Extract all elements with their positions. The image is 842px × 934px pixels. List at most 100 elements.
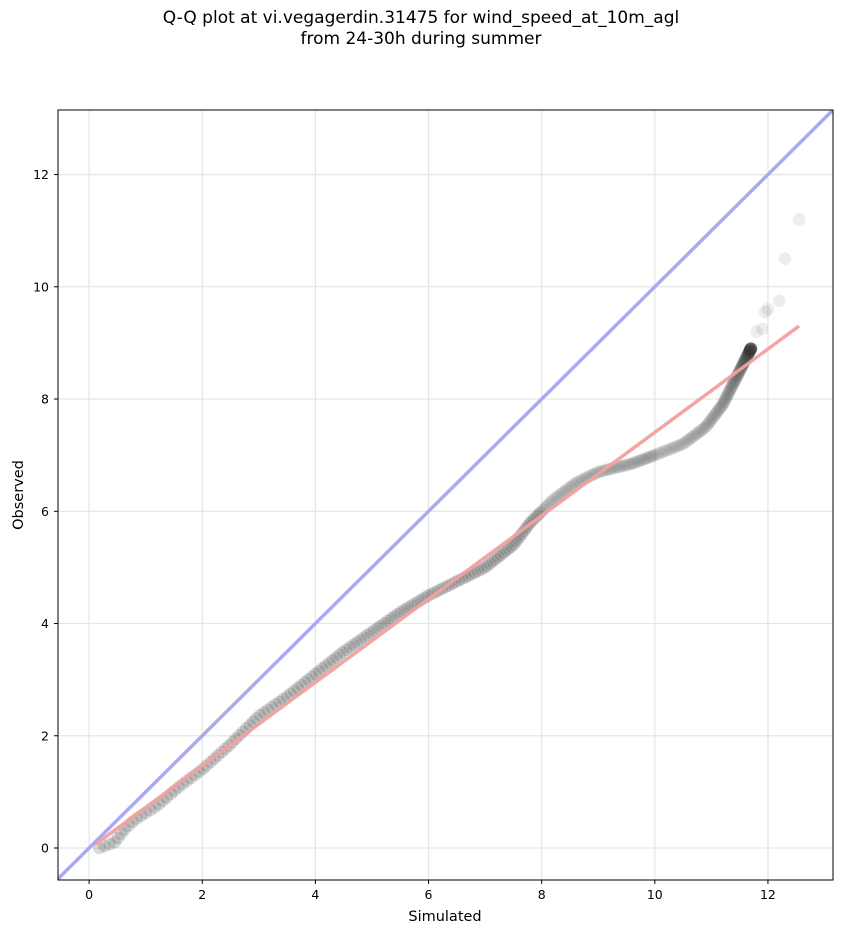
quantile-point <box>474 562 488 576</box>
quantile-point <box>343 640 357 654</box>
x-tick-label: 0 <box>85 887 93 902</box>
quantile-point <box>743 344 757 358</box>
y-axis-label: Observed <box>11 460 27 530</box>
chart-title-line-2: from 24-30h during summer <box>300 29 542 49</box>
quantile-point <box>687 429 701 443</box>
quantile-point <box>316 662 329 675</box>
quantile-point <box>663 442 677 456</box>
quantile-point <box>530 510 543 523</box>
quantile-point <box>722 386 736 399</box>
quantile-point <box>693 425 707 438</box>
quantile-point <box>378 616 391 630</box>
y-tick-label: 8 <box>41 392 49 407</box>
quantile-point <box>302 673 315 686</box>
quantile-point <box>103 837 116 851</box>
quantile-point <box>486 554 500 568</box>
quantile-point <box>724 383 737 396</box>
quantile-point <box>723 384 737 397</box>
quantile-point <box>727 375 741 389</box>
quantile-point <box>744 342 758 355</box>
quantile-point <box>718 394 731 408</box>
quantile-point <box>700 419 713 433</box>
quantile-point <box>743 345 756 359</box>
quantile-point <box>727 376 740 390</box>
quantile-point <box>680 435 693 448</box>
grid <box>58 110 833 880</box>
quantile-point <box>740 350 754 363</box>
quantile-point <box>718 393 732 406</box>
quantile-point <box>744 342 758 356</box>
x-axis-label: Simulated <box>408 909 481 925</box>
quantile-point <box>742 346 756 359</box>
quantile-point <box>497 546 510 560</box>
quantile-point <box>384 612 398 625</box>
quantile-point <box>333 648 346 662</box>
quantile-point <box>725 380 738 394</box>
quantile-point <box>615 459 629 473</box>
quantile-point <box>340 643 353 656</box>
quantile-point <box>665 442 679 455</box>
quantile-point <box>491 550 505 564</box>
quantile-point <box>651 447 665 461</box>
quantile-point <box>319 659 333 672</box>
quantile-point <box>721 388 734 402</box>
y-tick-label: 10 <box>33 279 49 294</box>
quantile-point <box>755 322 769 336</box>
quantile-point <box>720 390 733 404</box>
quantile-point <box>744 342 757 356</box>
y-tick-label: 12 <box>33 167 49 182</box>
quantile-point <box>676 437 690 451</box>
quantile-point <box>645 450 658 463</box>
quantile-point <box>692 426 705 439</box>
quantile-point <box>627 456 641 470</box>
quantile-point <box>494 548 508 562</box>
quantile-point <box>361 628 374 642</box>
quantile-point <box>618 459 631 472</box>
plot-area <box>58 110 833 880</box>
quantile-point <box>481 559 494 572</box>
quantile-point <box>741 348 755 361</box>
quantile-point <box>483 557 497 570</box>
quantile-point <box>712 402 726 416</box>
quantile-point <box>675 438 688 451</box>
quantile-point <box>715 399 729 413</box>
quantile-point <box>111 831 125 845</box>
quantile-point <box>742 346 756 360</box>
chart-title: Q-Q plot at vi.vegagerdin.31475 for wind… <box>0 8 842 50</box>
quantile-point <box>772 294 786 308</box>
quantile-point <box>706 411 719 425</box>
quantile-point <box>713 401 727 415</box>
quantile-point <box>726 377 740 391</box>
quantile-point <box>305 670 319 684</box>
quantile-point <box>743 344 757 357</box>
quantile-point <box>634 454 648 467</box>
quantile-point <box>489 552 502 566</box>
quantile-point <box>371 621 384 635</box>
quantile-point <box>726 378 739 392</box>
quantile-point <box>357 631 371 644</box>
quantile-point <box>710 406 723 420</box>
quantile-point <box>705 412 719 426</box>
quantile-point <box>647 449 660 462</box>
quantile-point <box>678 436 692 449</box>
quantile-point <box>657 445 671 458</box>
quantile-point <box>744 343 757 356</box>
quantile-point <box>478 561 491 575</box>
y-tick-label: 4 <box>41 616 49 631</box>
quantile-point <box>326 653 340 667</box>
quantile-point <box>667 441 681 454</box>
quantile-point <box>649 448 663 462</box>
quantile-point <box>742 345 756 359</box>
quantile-point <box>391 607 405 621</box>
quantile-point <box>711 405 724 418</box>
quantile-point <box>743 343 757 357</box>
quantile-point <box>114 827 128 840</box>
quantile-point <box>719 392 733 405</box>
quantile-point <box>696 422 710 436</box>
quantile-point <box>347 638 360 652</box>
quantile-point <box>298 676 312 689</box>
quantile-point <box>717 397 730 410</box>
quantile-point <box>778 252 792 266</box>
quantile-point <box>750 325 763 338</box>
